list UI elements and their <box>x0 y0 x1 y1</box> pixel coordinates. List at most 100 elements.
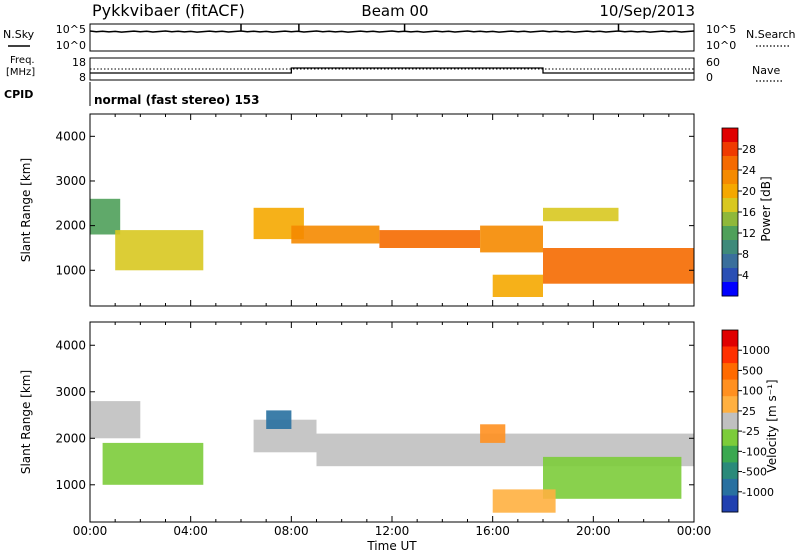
colorbar-segment <box>722 330 738 347</box>
x-tick-label: 00:00 <box>73 524 108 538</box>
colorbar-segment <box>722 254 738 269</box>
freq-trace <box>90 67 694 74</box>
echo-region <box>266 410 292 429</box>
colorbar-segment <box>722 478 738 496</box>
freq-label: Freq. <box>10 55 35 66</box>
noise-tick-lo-left: 10^0 <box>56 39 86 52</box>
colorbar-segment <box>722 212 738 227</box>
echo-region <box>115 230 204 271</box>
colorbar-segment <box>722 268 738 283</box>
time-axis: 00:00 04:00 08:00 12:00 16:00 20:00 00:00 <box>73 524 712 538</box>
colorbar-tick-label: 25 <box>742 405 756 418</box>
velocity-colorbar-label: Velocity [m s⁻¹] <box>765 379 779 472</box>
power-colorbar-label: Power [dB] <box>759 176 773 241</box>
echo-region <box>480 424 506 443</box>
echo-region <box>480 225 543 253</box>
echo-region <box>492 489 556 513</box>
colorbar-segment <box>722 184 738 199</box>
velocity-colorbar: 1000 500 100 25 -25 -100 -500 -1000 Velocity [m… <box>721 329 779 513</box>
echo-region <box>492 274 543 297</box>
echo-region <box>102 442 204 485</box>
x-tick-label: 16:00 <box>475 524 510 538</box>
colorbar-segment <box>722 142 738 157</box>
colorbar-segment <box>722 363 738 381</box>
y-tick-label: 2000 <box>55 431 86 445</box>
colorbar-segment <box>722 495 738 513</box>
noise-trace <box>89 24 695 33</box>
station-title: Pykkvibaer (fitACF) <box>92 1 245 20</box>
power-ylabel: Slant Range [km] <box>19 158 33 262</box>
power-panel: 4000 3000 2000 1000 Slant Range [km] <box>19 113 695 307</box>
y-tick-label: 3000 <box>55 174 86 188</box>
colorbar-segment <box>722 412 738 430</box>
colorbar-tick-label: 16 <box>742 206 756 219</box>
x-tick-label: 20:00 <box>576 524 611 538</box>
colorbar-segment <box>722 396 738 414</box>
y-tick-label: 2000 <box>55 219 86 233</box>
colorbar-tick-label: -500 <box>742 466 767 479</box>
y-tick-label: 3000 <box>55 385 86 399</box>
freq-unit-label: [MHz] <box>6 67 35 78</box>
velocity-panel: 4000 3000 2000 1000 Slant Range [km] <box>19 321 695 523</box>
velocity-data <box>90 401 694 513</box>
colorbar-segment <box>722 240 738 255</box>
velocity-ylabel: Slant Range [km] <box>19 370 33 474</box>
freq-line <box>90 67 694 74</box>
nave-tick-lo: 0 <box>706 71 713 84</box>
echo-region <box>379 230 481 248</box>
x-tick-label: 04:00 <box>173 524 208 538</box>
nave-label: Nave <box>752 64 780 77</box>
colorbar-segment <box>722 429 738 447</box>
colorbar-tick-label: 8 <box>742 248 749 261</box>
freq-panel: Freq. [MHz] 18 8 60 0 Nave <box>6 55 784 84</box>
nsky-label: N.Sky <box>3 28 35 41</box>
power-colorbar: 28 24 20 16 12 8 4 Power [dB] <box>721 127 773 297</box>
nsearch-label: N.Search <box>746 28 796 41</box>
cpid-label: CPID <box>4 88 33 101</box>
beam-title: Beam 00 <box>361 2 428 20</box>
colorbar-tick-label: 500 <box>742 364 763 377</box>
colorbar-tick-label: 12 <box>742 227 756 240</box>
colorbar-segment <box>722 445 738 463</box>
noise-tick-hi-left: 10^5 <box>56 23 86 36</box>
colorbar-segment <box>722 198 738 213</box>
noise-panel: N.Sky 10^5 10^0 10^5 10^0 N.Search <box>3 23 796 52</box>
echo-region <box>90 198 121 235</box>
x-tick-label: 08:00 <box>274 524 309 538</box>
noise-tick-hi-right: 10^5 <box>706 23 736 36</box>
x-tick-label: 00:00 <box>677 524 712 538</box>
colorbar-tick-label: 28 <box>742 143 756 156</box>
power-data <box>90 198 694 297</box>
colorbar-segment <box>722 156 738 171</box>
freq-tick-lo: 8 <box>79 71 86 84</box>
y-tick-label: 1000 <box>55 478 86 492</box>
colorbar-segment <box>722 346 738 364</box>
y-tick-label: 4000 <box>55 338 86 352</box>
echo-region <box>543 456 682 499</box>
colorbar-tick-label: -25 <box>742 425 760 438</box>
colorbar-segment <box>722 226 738 241</box>
colorbar-segment <box>722 379 738 397</box>
echo-region <box>291 225 380 244</box>
colorbar-segment <box>722 128 738 143</box>
date-title: 10/Sep/2013 <box>599 2 695 20</box>
cpid-text: normal (fast stereo) 153 <box>94 93 260 107</box>
echo-region <box>543 207 619 222</box>
time-axis-label: Time UT <box>366 539 417 553</box>
colorbar-tick-label: -1000 <box>742 486 774 499</box>
x-tick-label: 12:00 <box>375 524 410 538</box>
y-tick-label: 4000 <box>55 129 86 143</box>
echo-region <box>543 248 694 284</box>
colorbar-tick-label: 4 <box>742 269 749 282</box>
colorbar-tick-label: 100 <box>742 385 763 398</box>
y-tick-label: 1000 <box>55 263 86 277</box>
colorbar-tick-label: -100 <box>742 445 767 458</box>
colorbar-tick-label: 20 <box>742 185 756 198</box>
echo-region <box>90 401 141 439</box>
colorbar-tick-label: 1000 <box>742 344 770 357</box>
freq-tick-hi: 18 <box>72 56 86 69</box>
noise-sky-line <box>89 30 695 33</box>
noise-tick-lo-right: 10^0 <box>706 39 736 52</box>
colorbar-segment <box>722 462 738 480</box>
